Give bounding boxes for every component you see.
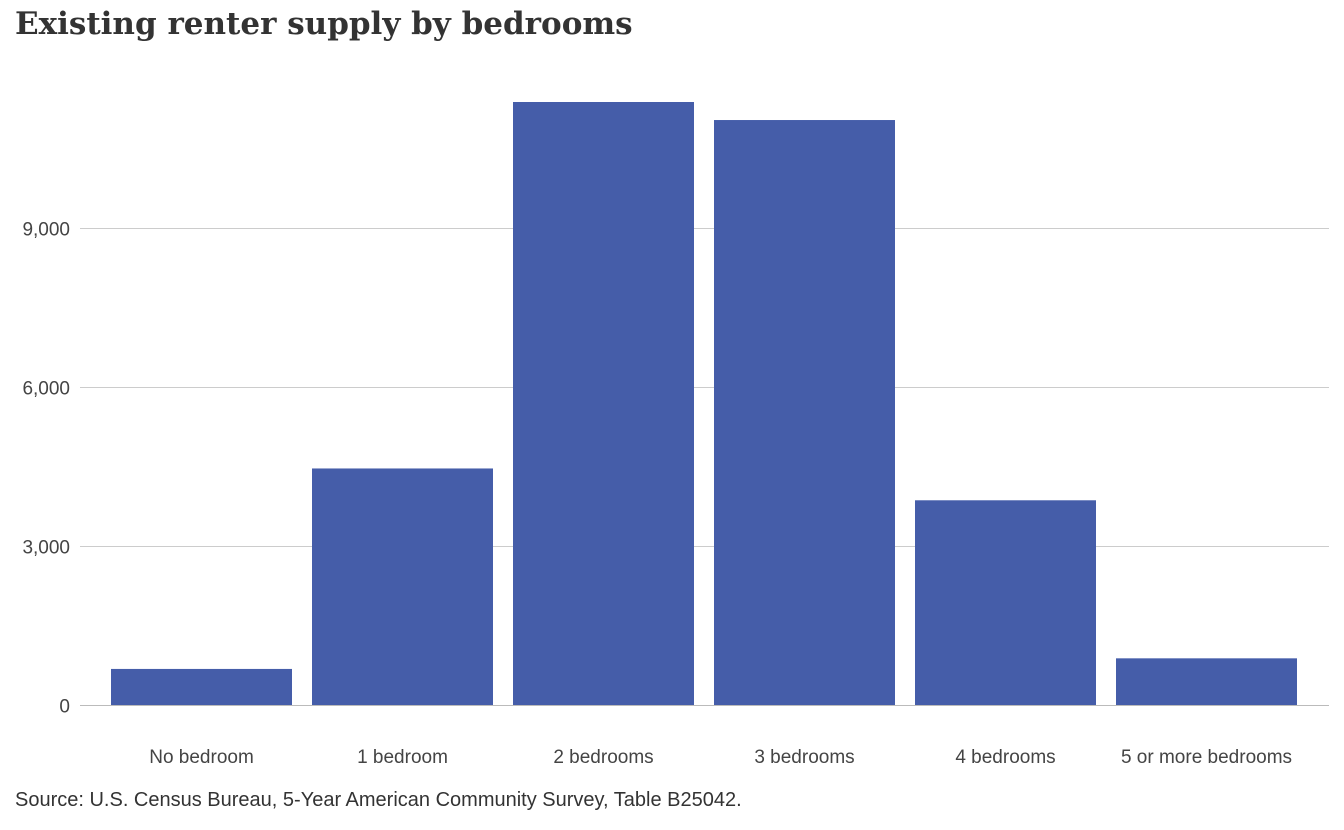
source-note: Source: U.S. Census Bureau, 5-Year Ameri… bbox=[15, 789, 742, 811]
x-category-label: 5 or more bedrooms bbox=[1121, 747, 1292, 768]
x-category-labels: No bedroom 1 bedroom 2 bedrooms 3 bedrooms 4… bbox=[149, 747, 1292, 768]
bar bbox=[915, 500, 1096, 705]
bar bbox=[111, 668, 292, 705]
x-category-label: 2 bedrooms bbox=[553, 747, 653, 768]
y-tick-label: 6,000 bbox=[22, 379, 70, 400]
y-tick-label: 0 bbox=[59, 697, 70, 718]
x-category-label: No bedroom bbox=[149, 747, 254, 768]
y-tick-labels: 0 3,000 6,000 9,000 bbox=[22, 220, 70, 718]
y-tick-label: 3,000 bbox=[22, 538, 70, 559]
bars bbox=[111, 102, 1297, 705]
x-category-label: 1 bedroom bbox=[357, 747, 448, 768]
bar bbox=[1116, 658, 1297, 705]
chart-title: Existing renter supply by bedrooms bbox=[15, 6, 633, 42]
grid-lines bbox=[80, 228, 1329, 706]
bar bbox=[312, 468, 493, 705]
x-category-label: 4 bedrooms bbox=[955, 747, 1055, 768]
x-category-label: 3 bedrooms bbox=[754, 747, 854, 768]
bar bbox=[714, 120, 895, 705]
bar bbox=[513, 102, 694, 705]
y-tick-label: 9,000 bbox=[22, 220, 70, 241]
